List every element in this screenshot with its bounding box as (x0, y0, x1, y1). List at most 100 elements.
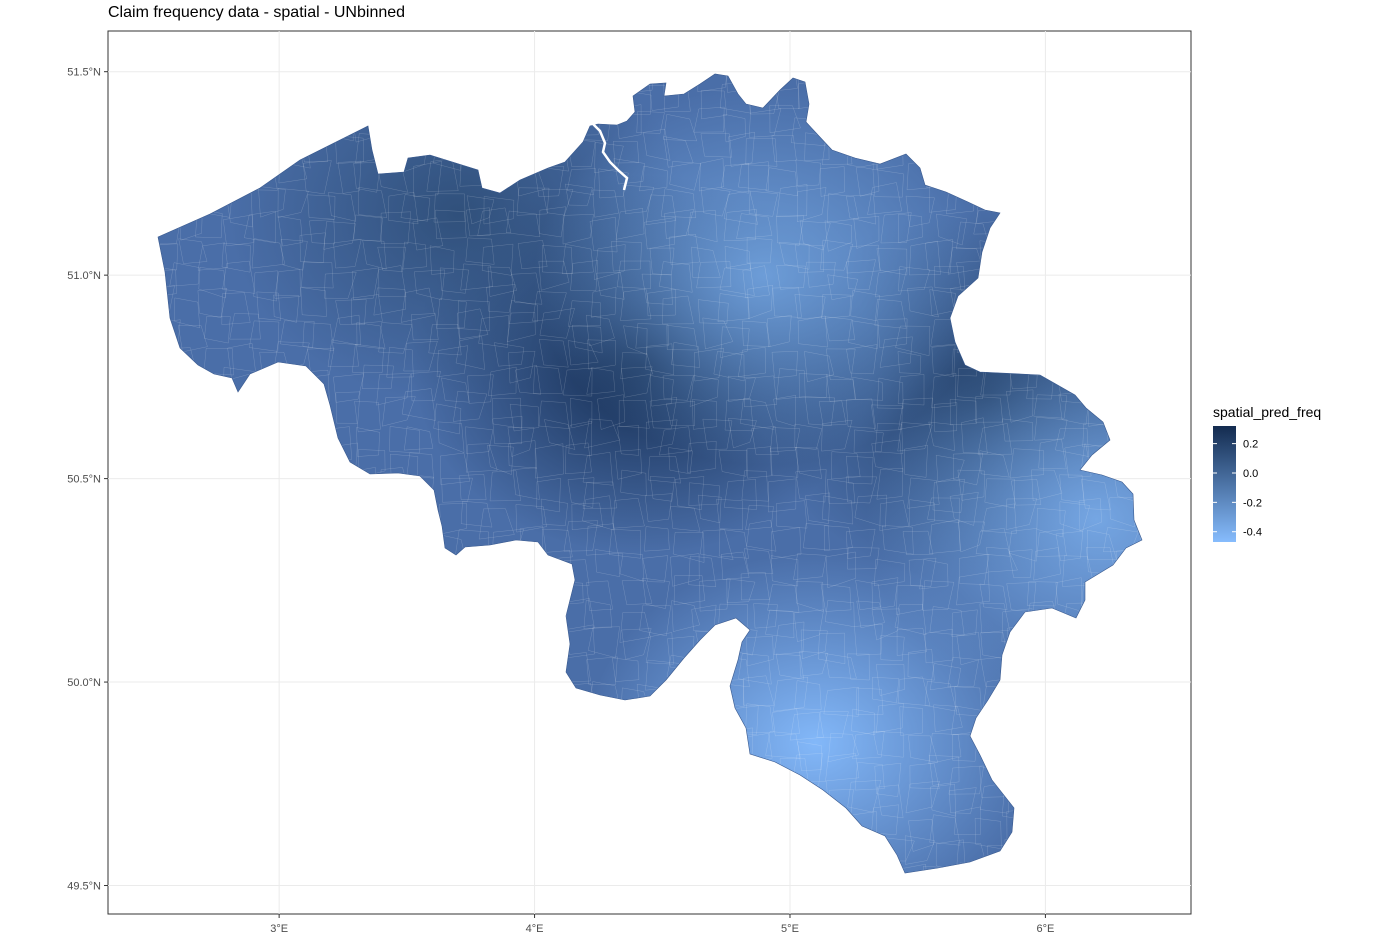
municipality-cell (1109, 497, 1135, 528)
municipality-cell (466, 207, 491, 237)
municipality-cell (571, 324, 603, 354)
municipality-cell (478, 315, 510, 348)
municipality-cell (356, 427, 380, 457)
municipality-cell (845, 398, 876, 429)
municipality-cell (718, 528, 749, 559)
municipality-cell (953, 452, 984, 486)
municipality-cell (799, 220, 831, 251)
municipality-cell (871, 577, 899, 610)
municipality-cell (662, 374, 694, 401)
municipality-cell (586, 580, 613, 611)
municipality-cell (488, 366, 517, 397)
municipality-cell (377, 246, 406, 272)
municipality-cell (799, 651, 829, 677)
municipality-cell (204, 315, 231, 344)
municipality-cell (1055, 530, 1084, 562)
municipality-cell (351, 267, 380, 300)
municipality-cell (846, 259, 876, 291)
municipality-cell (389, 426, 420, 454)
municipality-cell (747, 284, 774, 320)
municipality-cell (273, 341, 310, 373)
municipality-cell (586, 367, 616, 395)
municipality-cell (536, 478, 561, 513)
municipality-cell (567, 340, 599, 366)
municipality-cell (933, 402, 958, 433)
municipality-cell (818, 400, 847, 426)
legend-tick-label: -0.4 (1243, 527, 1262, 539)
municipality-cell (615, 208, 645, 240)
municipality-cell (327, 339, 359, 367)
municipality-cell (492, 416, 523, 444)
municipality-cell (935, 839, 966, 873)
municipality-cell (619, 611, 651, 643)
municipality-cell (592, 189, 620, 218)
municipality-cell (724, 245, 751, 271)
municipality-cell (302, 160, 332, 195)
municipality-cell (273, 294, 300, 323)
municipality-cell (248, 320, 280, 352)
municipality-cell (927, 497, 960, 523)
municipality-cell (465, 443, 498, 473)
municipality-cell (1002, 418, 1034, 442)
municipality-cell (696, 261, 732, 289)
municipality-cell (700, 90, 727, 120)
municipality-cell (437, 421, 465, 454)
value-hotspot (866, 329, 1142, 710)
municipality-cell (222, 260, 256, 294)
municipality-cell (740, 398, 775, 430)
municipality-cell (433, 193, 466, 223)
municipality-cell (794, 294, 826, 320)
municipality-cell (975, 528, 1011, 557)
municipality-cell (333, 239, 362, 269)
municipality-cell (307, 347, 335, 378)
municipality-cell (515, 364, 542, 395)
municipality-cell (855, 163, 880, 197)
municipality-cell (1010, 479, 1042, 506)
municipality-cell (512, 467, 540, 500)
municipality-cell (647, 456, 682, 484)
municipality-cell (323, 221, 356, 250)
municipality-cell (848, 320, 879, 350)
municipality-cell (933, 704, 963, 733)
municipality-cell (697, 494, 722, 524)
municipality-cell (907, 477, 940, 509)
municipality-cell (957, 469, 985, 501)
municipality-cell (568, 420, 593, 456)
municipality-cell (436, 345, 469, 378)
municipality-cell (174, 297, 201, 329)
municipality-cell (700, 186, 731, 217)
municipality-cell (930, 783, 957, 817)
municipality-cell (356, 322, 386, 350)
municipality-cell (700, 133, 733, 158)
municipality-cell (467, 374, 494, 404)
municipality-cell (1087, 529, 1117, 560)
municipality-cell (280, 320, 315, 349)
municipality-cell (740, 572, 770, 601)
municipality-cell (562, 367, 593, 397)
municipality-cell (561, 243, 594, 274)
municipality-cell (639, 604, 672, 637)
municipality-cell (956, 631, 982, 666)
municipality-cell (895, 325, 931, 357)
municipality-cell (773, 676, 809, 712)
municipality-cell (871, 608, 900, 641)
municipality-cell (533, 366, 563, 394)
municipality-cell (699, 158, 725, 192)
municipality-cell (880, 635, 905, 662)
municipality-cell (1064, 443, 1092, 478)
municipality-cell (635, 323, 669, 349)
municipality-cell (332, 314, 361, 346)
municipality-cell (691, 399, 718, 430)
municipality-cell (649, 476, 675, 502)
municipality-cell (534, 443, 564, 479)
municipality-cell (928, 732, 962, 765)
municipality-cell (872, 730, 904, 758)
x-tick-label: 5°E (781, 923, 799, 935)
municipality-cell (779, 241, 810, 270)
municipality-cell (403, 340, 438, 372)
municipality-cell (947, 657, 979, 688)
municipality-cell (924, 681, 957, 712)
municipality-cell (328, 192, 357, 222)
municipality-cell (507, 427, 535, 457)
municipality-cell (816, 711, 849, 739)
